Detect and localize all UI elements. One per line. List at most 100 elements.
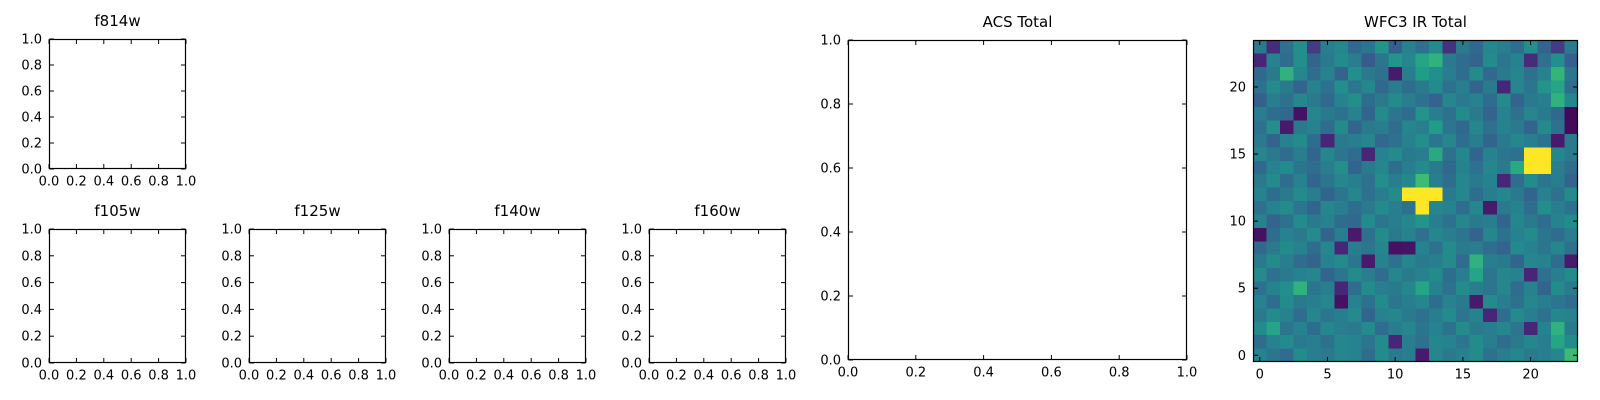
heatmap-cell — [1307, 214, 1322, 229]
subplot-title-acs-total: ACS Total — [982, 13, 1053, 31]
heatmap-cell — [1442, 93, 1457, 108]
heatmap-cell — [1307, 53, 1322, 68]
heatmap-cell — [1361, 53, 1376, 68]
heatmap-cell — [1320, 294, 1335, 309]
heatmap-cell — [1429, 241, 1444, 256]
heatmap-cell — [1564, 254, 1578, 269]
subplot-title-f814w: f814w — [94, 12, 141, 30]
heatmap-cell — [1361, 308, 1376, 323]
heatmap-cell — [1456, 66, 1471, 81]
heatmap-cell — [1266, 147, 1281, 162]
y-tick-label: 0.6 — [21, 85, 42, 100]
heatmap-cell — [1293, 147, 1308, 162]
heatmap-cell — [1483, 214, 1498, 229]
heatmap-cell — [1415, 174, 1430, 189]
subplot-title-f160w: f160w — [694, 202, 741, 220]
heatmap-cell — [1496, 53, 1511, 68]
heatmap-cell — [1550, 294, 1566, 309]
heatmap-cell — [1347, 174, 1362, 189]
heatmap-cell — [1550, 120, 1566, 135]
heatmap-cell — [1510, 308, 1525, 323]
x-tick-label: 1.0 — [776, 369, 797, 384]
y-tick-label: 0.6 — [21, 276, 42, 291]
heatmap-cell — [1307, 174, 1322, 189]
heatmap-cell — [1456, 187, 1471, 202]
axes-canvas-f105w: 0.0 0.2 0.4 0.6 0.8 1.0 0.0 0.2 0.4 0.6 0.8 1.0 — [21, 223, 196, 384]
heatmap-cell — [1280, 187, 1295, 202]
heatmap-cell — [1564, 201, 1578, 216]
heatmap-cell — [1523, 93, 1538, 108]
heatmap-cell — [1361, 281, 1376, 296]
heatmap-cell — [1523, 214, 1538, 229]
axes-frame — [248, 228, 387, 364]
heatmap-cell — [1429, 174, 1444, 189]
heatmap-cell — [1253, 201, 1268, 216]
heatmap-cell — [1320, 53, 1335, 68]
heatmap-cell — [1483, 187, 1498, 202]
heatmap-cell — [1496, 120, 1511, 135]
heatmap-cell — [1307, 107, 1322, 122]
heatmap-cell — [1388, 227, 1403, 242]
heatmap-cell — [1456, 254, 1471, 269]
heatmap-cell — [1280, 40, 1295, 55]
heatmap-cell — [1361, 133, 1376, 148]
heatmap-cell — [1347, 201, 1362, 216]
heatmap-cell — [1442, 40, 1457, 55]
heatmap-cell — [1253, 214, 1268, 229]
heatmap-cell — [1483, 80, 1498, 95]
heatmap-cell — [1280, 133, 1295, 148]
x-tick-label: 1.0 — [1177, 366, 1198, 381]
heatmap-cell — [1442, 241, 1457, 256]
y-tick-label: 10 — [1229, 215, 1246, 230]
heatmap-cell — [1347, 241, 1362, 256]
heatmap-cell — [1334, 308, 1349, 323]
heatmap-cell — [1334, 348, 1349, 362]
x-tick-label: 0.2 — [66, 175, 87, 190]
heatmap-cell — [1266, 281, 1281, 296]
heatmap-cell — [1347, 66, 1362, 81]
x-tick-label: 0.4 — [93, 175, 114, 190]
x-tick-label: 1.0 — [576, 369, 597, 384]
heatmap-cell — [1334, 294, 1349, 309]
heatmap-cell — [1550, 321, 1566, 336]
heatmap-cell — [1510, 93, 1525, 108]
subplot-wfc3-ir-total: WFC3 IR Total 0 5 10 15 20 0 5 10 15 20 — [1229, 13, 1579, 383]
heatmap-cell — [1415, 294, 1430, 309]
heatmap-cell — [1266, 201, 1281, 216]
y-tick-label: 15 — [1229, 148, 1246, 163]
heatmap-cell — [1266, 120, 1281, 135]
heatmap-cell — [1469, 80, 1484, 95]
heatmap-cell — [1483, 321, 1498, 336]
heatmap-cell — [1469, 268, 1484, 283]
heatmap-cell — [1388, 53, 1403, 68]
heatmap-cell — [1510, 241, 1525, 256]
heatmap-cell — [1307, 321, 1322, 336]
heatmap-cell — [1266, 80, 1281, 95]
heatmap-cell — [1456, 308, 1471, 323]
heatmap-cell — [1374, 80, 1390, 95]
heatmap-cell — [1388, 93, 1403, 108]
subplot-f140w: f140w 0.0 0.2 0.4 0.6 0.8 1.0 0.0 0.2 0.4 0.6 0.8 1… — [421, 202, 596, 384]
heatmap-cell — [1483, 241, 1498, 256]
heatmap-cell — [1307, 66, 1322, 81]
heatmap-cell — [1510, 107, 1525, 122]
x-tick-label: 1.0 — [376, 369, 397, 384]
heatmap-cell — [1401, 40, 1417, 55]
heatmap-cell — [1456, 268, 1471, 283]
heatmap-cell — [1401, 281, 1417, 296]
heatmap-cell — [1523, 107, 1538, 122]
y-tick-label: 1.0 — [421, 223, 442, 238]
heatmap-cell — [1429, 348, 1444, 362]
y-tick-label: 0.2 — [621, 330, 642, 345]
x-tick-label: 0.6 — [121, 175, 142, 190]
heatmap-cell — [1456, 214, 1471, 229]
y-tick-label: 0.2 — [21, 330, 42, 345]
heatmap-cell — [1293, 160, 1308, 175]
heatmap-cell — [1361, 107, 1376, 122]
x-tick-label: 10 — [1387, 368, 1404, 383]
heatmap-cell — [1429, 120, 1444, 135]
heatmap-cell — [1537, 187, 1552, 202]
heatmap-cell — [1442, 160, 1457, 175]
heatmap-cell — [1334, 268, 1349, 283]
